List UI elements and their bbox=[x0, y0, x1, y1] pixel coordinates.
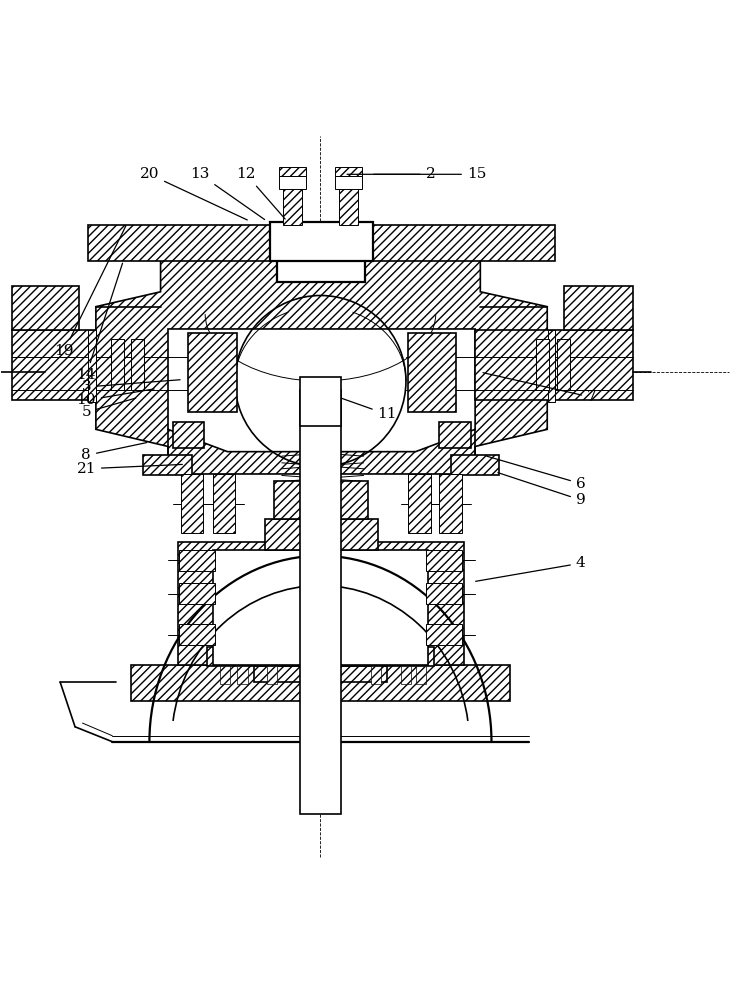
Text: 15: 15 bbox=[374, 167, 486, 181]
Bar bbox=[237, 666, 247, 684]
Bar bbox=[177, 542, 464, 665]
Bar bbox=[335, 167, 362, 176]
Bar bbox=[371, 666, 381, 684]
Polygon shape bbox=[12, 286, 79, 330]
Bar bbox=[426, 624, 462, 645]
Bar bbox=[111, 339, 124, 390]
Text: 3: 3 bbox=[81, 380, 180, 394]
Bar bbox=[89, 225, 556, 261]
Text: 6: 6 bbox=[486, 456, 586, 491]
Bar bbox=[179, 583, 215, 604]
Bar bbox=[131, 665, 302, 701]
Bar bbox=[264, 519, 378, 550]
Polygon shape bbox=[565, 286, 633, 330]
Bar bbox=[212, 550, 428, 665]
Bar bbox=[440, 422, 471, 448]
Bar bbox=[220, 666, 230, 684]
Polygon shape bbox=[188, 333, 237, 412]
Bar bbox=[557, 339, 571, 390]
Text: 10: 10 bbox=[77, 389, 154, 407]
Bar bbox=[179, 550, 215, 571]
Polygon shape bbox=[168, 329, 475, 452]
Text: 7: 7 bbox=[483, 373, 597, 404]
Bar bbox=[89, 330, 96, 402]
Polygon shape bbox=[12, 330, 96, 400]
Bar bbox=[426, 583, 462, 604]
Polygon shape bbox=[475, 330, 633, 400]
Bar bbox=[267, 666, 277, 684]
Text: 13: 13 bbox=[190, 167, 264, 220]
Bar bbox=[253, 666, 387, 682]
Bar bbox=[279, 176, 305, 189]
Bar bbox=[282, 184, 302, 225]
Text: 11: 11 bbox=[342, 398, 397, 421]
Text: 2: 2 bbox=[347, 167, 435, 181]
Bar bbox=[300, 377, 341, 426]
Bar bbox=[207, 647, 434, 666]
Text: 20: 20 bbox=[139, 167, 247, 220]
Bar bbox=[131, 339, 145, 390]
Text: 9: 9 bbox=[498, 473, 586, 507]
Text: 12: 12 bbox=[236, 167, 285, 219]
Text: 4: 4 bbox=[475, 556, 586, 581]
Bar bbox=[426, 550, 462, 571]
Polygon shape bbox=[408, 333, 456, 412]
Bar bbox=[300, 390, 341, 814]
Text: 8: 8 bbox=[81, 443, 147, 462]
Text: 19: 19 bbox=[54, 226, 126, 358]
Bar bbox=[180, 474, 203, 533]
Bar bbox=[279, 167, 305, 176]
Bar bbox=[277, 260, 365, 282]
Bar bbox=[212, 474, 235, 533]
Bar bbox=[173, 422, 204, 448]
Bar bbox=[144, 455, 191, 475]
Bar bbox=[536, 339, 550, 390]
Bar bbox=[179, 624, 215, 645]
Bar bbox=[416, 666, 426, 684]
Text: 21: 21 bbox=[77, 462, 183, 476]
Bar bbox=[451, 455, 499, 475]
Bar bbox=[548, 330, 556, 402]
Bar bbox=[277, 260, 365, 282]
Bar bbox=[274, 481, 368, 519]
Text: 14: 14 bbox=[77, 263, 122, 382]
Bar bbox=[335, 176, 362, 189]
Bar bbox=[270, 222, 372, 261]
Text: 5: 5 bbox=[81, 398, 136, 419]
Bar bbox=[339, 184, 358, 225]
Bar bbox=[408, 474, 431, 533]
Bar bbox=[339, 665, 510, 701]
Polygon shape bbox=[96, 251, 548, 474]
Bar bbox=[401, 666, 411, 684]
Bar bbox=[440, 474, 462, 533]
